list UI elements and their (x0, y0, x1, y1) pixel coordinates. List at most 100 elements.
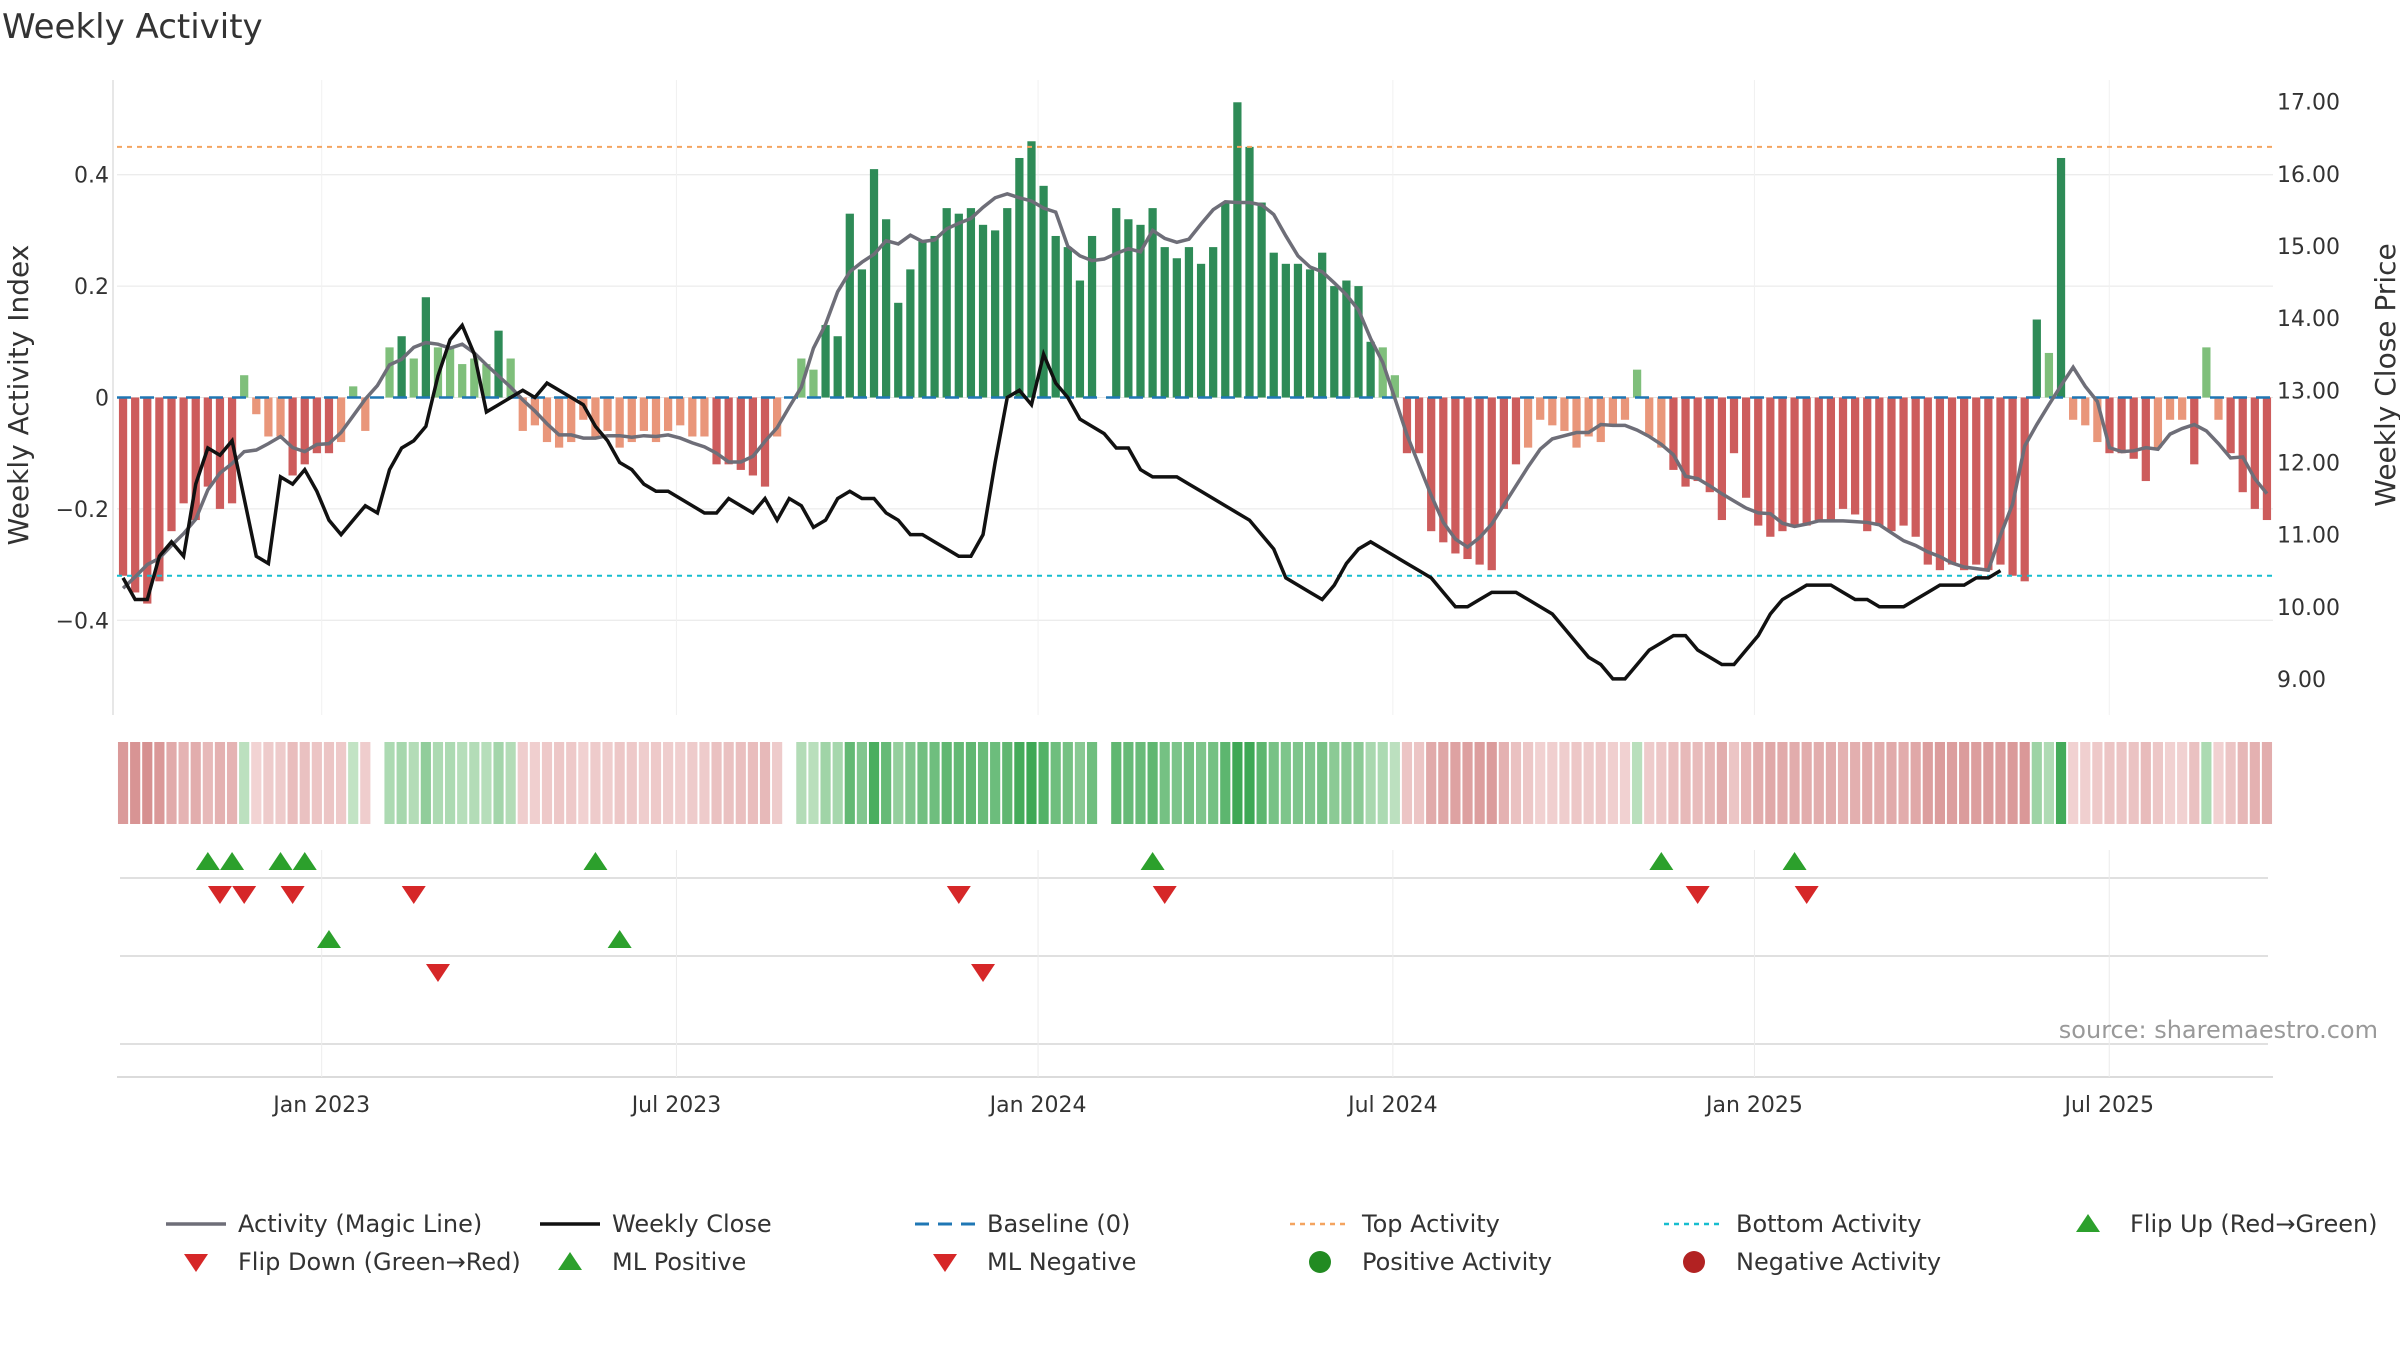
heat-strip-cell (251, 742, 262, 824)
heat-strip-cell (1268, 742, 1279, 824)
heat-strip-cell (2055, 742, 2067, 824)
heat-strip-cell (1171, 742, 1182, 824)
heat-strip-cell (1050, 742, 1061, 824)
activity-bar (1075, 280, 1085, 398)
heat-strip-cell (541, 742, 553, 824)
legend-item: Activity (Magic Line) (166, 1210, 482, 1238)
activity-bar (336, 397, 346, 443)
heat-strip-cell (1074, 742, 1086, 824)
heat-strip-cell (1825, 742, 1836, 824)
legend-tri-up-icon (2076, 1214, 2100, 1232)
activity-bar (349, 386, 358, 398)
legend-tri-up-icon (558, 1252, 582, 1270)
flip-down-marker (207, 886, 232, 904)
activity-bar (1487, 397, 1496, 571)
heat-strip-cell (1559, 742, 1570, 824)
activity-bar (288, 397, 297, 476)
activity-bar (2008, 397, 2017, 576)
series-lines (121, 191, 2269, 681)
heat-strip-cell (1353, 742, 1364, 824)
y-left-tick-label: −0.2 (56, 498, 109, 523)
legend-item: Flip Up (Red→Green) (2076, 1210, 2378, 1238)
heat-strip-cell (2019, 742, 2030, 824)
x-tick-label: Jul 2023 (630, 1093, 722, 1118)
heat-strip-cell (638, 742, 649, 824)
activity-bar (1632, 369, 1642, 398)
heat-strip-cell (699, 742, 710, 824)
y-right-tick-label: 12.00 (2277, 451, 2340, 476)
heat-strip-cell (929, 742, 940, 824)
heat-strip-cell (202, 742, 213, 824)
y-right-tick-label: 16.00 (2277, 163, 2340, 188)
activity-bar (2056, 157, 2066, 398)
legend-label: Bottom Activity (1736, 1210, 1921, 1238)
activity-bar (894, 302, 903, 398)
activity-bar (1584, 397, 1593, 437)
activity-bar (882, 219, 891, 398)
activity-bar (1051, 235, 1060, 398)
activity-bar (688, 397, 697, 437)
heat-strip-cell (1801, 742, 1812, 824)
activity-bar (2129, 397, 2138, 459)
activity-bar (603, 397, 612, 431)
activity-bar (700, 397, 709, 437)
activity-bar (240, 375, 249, 398)
activity-bar (1669, 397, 1678, 470)
activity-bar (1305, 269, 1315, 398)
activity-bar (276, 397, 285, 437)
activity-bar (1766, 397, 1775, 537)
activity-bar (458, 364, 467, 398)
ml-negative-marker (971, 964, 996, 982)
ml-positive-marker (316, 930, 341, 948)
flip-up-marker (583, 852, 608, 870)
activity-bar (663, 397, 673, 431)
heat-strip-cell (1341, 742, 1352, 824)
activity-bar (2105, 397, 2114, 454)
heat-strip-cell (2007, 742, 2018, 824)
heat-strip-cell (808, 742, 819, 824)
activity-bar (1148, 208, 1157, 398)
activity-bar (2020, 397, 2029, 582)
activity-bar (833, 336, 842, 398)
heat-strip-cell (578, 742, 589, 824)
heat-strip-cell (142, 742, 153, 824)
activity-bar (1536, 397, 1545, 420)
heat-strip-cell (214, 742, 226, 824)
y-right-tick-label: 14.00 (2277, 307, 2340, 332)
heat-strip-cell (1062, 742, 1073, 824)
activity-bar (1184, 247, 1194, 398)
heat-strip-cell (590, 742, 601, 824)
activity-bar (2032, 319, 2041, 398)
heat-strip-cell (2225, 742, 2236, 824)
heat-strip-cell (2080, 742, 2091, 824)
activity-bar (1608, 397, 1617, 426)
activity-bar (1972, 397, 1981, 565)
axis-ticks: 0.4 0.2 0 −0.2 −0.4 17.00 16.00 15.00 14.00 13.00… (56, 91, 2340, 693)
activity-bar (773, 397, 782, 437)
heat-strip-cell (1886, 742, 1897, 824)
activity-bar (155, 397, 164, 582)
heat-strip-cell (820, 742, 831, 824)
flip-down-marker (232, 886, 257, 904)
heat-strip-cell (1292, 742, 1304, 824)
activity-bar (1790, 397, 1799, 526)
heat-strip-cell (1789, 742, 1800, 824)
y-left-tick-label: −0.4 (56, 609, 109, 634)
heat-strip-cell (1765, 742, 1776, 824)
legend-label: Top Activity (1361, 1210, 1500, 1238)
activity-bar (615, 397, 624, 448)
heat-strip-cell (1910, 742, 1921, 824)
activity-bar (1160, 247, 1169, 398)
activity-bar (1705, 397, 1714, 493)
activity-bar (1681, 397, 1690, 487)
flip-up-marker (1782, 852, 1807, 870)
heat-strip-cell (2104, 742, 2115, 824)
activity-heat-strip (117, 742, 2273, 824)
activity-bar (2178, 397, 2187, 420)
activity-bar (227, 397, 237, 504)
activity-bar (445, 347, 455, 398)
heat-strip-cell (832, 742, 843, 824)
heat-strip-cell (977, 742, 989, 824)
activity-bar (118, 397, 128, 576)
